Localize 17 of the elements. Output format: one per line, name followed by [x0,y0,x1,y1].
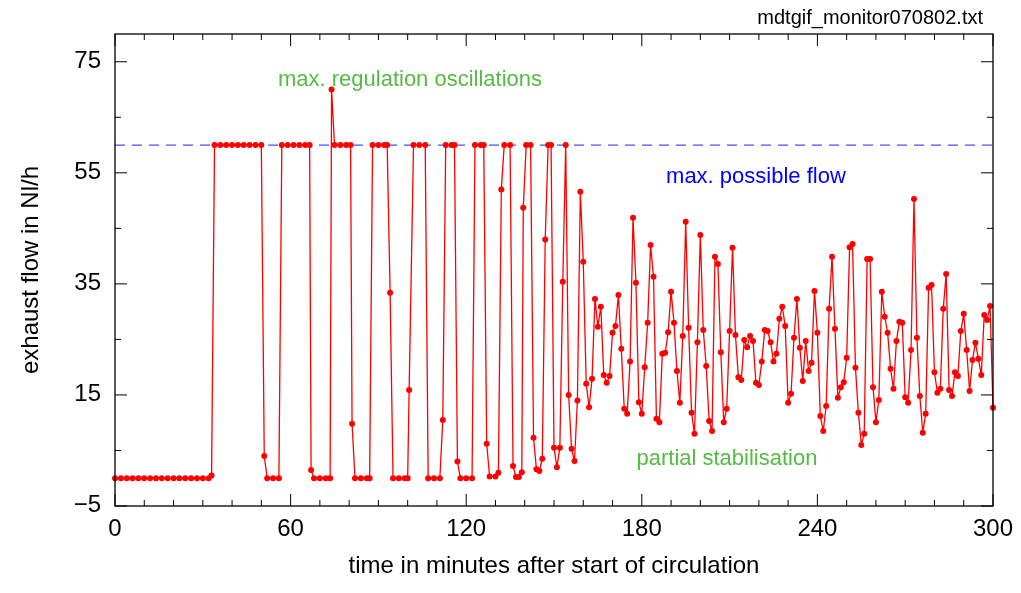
x-tick-label: 60 [277,514,304,541]
y-tick-label: −5 [73,490,101,518]
ref-line-label: max. possible flow [666,163,846,189]
chart-title: mdtgif_monitor070802.txt [757,6,984,29]
x-tick-label: 300 [972,514,1014,541]
x-tick-label: 240 [797,514,838,541]
x-tick-label: 180 [621,514,662,541]
y-tick-label: 15 [74,379,101,407]
y-tick-label: 75 [74,46,101,74]
annotation: max. regulation oscillations [277,66,543,92]
y-tick-label: 35 [74,268,101,296]
x-tick-label: 120 [446,514,487,541]
y-tick-label: 55 [74,157,101,185]
annotation: partial stabilisation [636,444,818,470]
y-axis-title: exhaust flow in Nl/h [16,165,43,375]
x-axis-title: time in minutes after start of circulation [348,551,760,578]
x-tick-label: 0 [108,514,122,541]
